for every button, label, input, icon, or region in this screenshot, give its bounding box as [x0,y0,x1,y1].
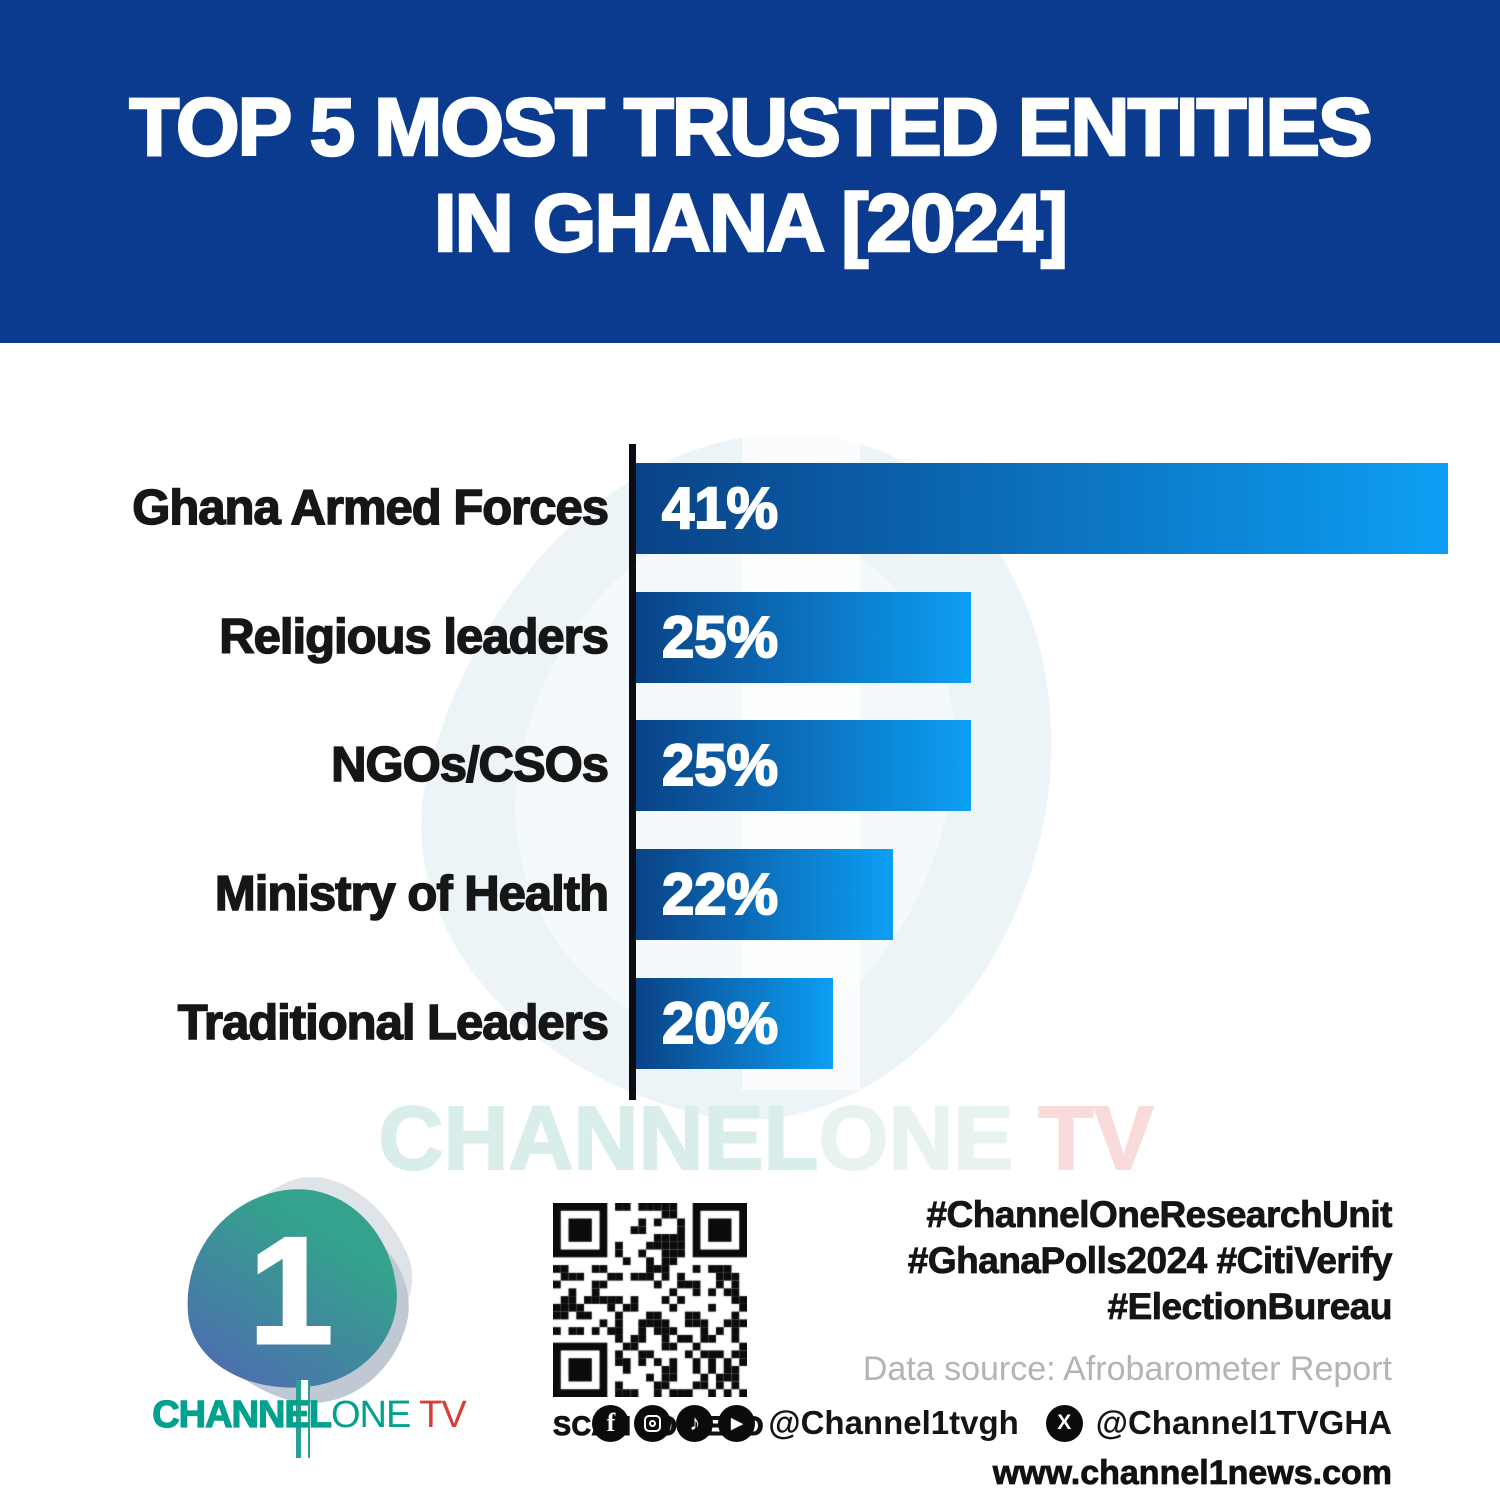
hashtag-line: #GhanaPolls2024 #CitiVerify [907,1240,1393,1282]
bar-row: 41% [636,463,1448,554]
wordmark-channel: CHANNEL [152,1393,333,1436]
page-title-line-2: IN GHANA [2024] [433,176,1070,270]
logo-numeral-tail [296,1380,310,1458]
bar: 20% [636,978,833,1069]
category-label: Ministry of Health [214,866,610,922]
watermark-channel: CHANNEL [377,1088,819,1190]
category-label: Religious leaders [218,609,609,665]
bar-value-label: 25% [661,604,779,671]
social-row: f ♪ ▶ @Channel1tvgh X @Channel1TVGHA [592,1404,1392,1442]
watermark-one: ONE [817,1088,1014,1190]
bar-row: 25% [636,720,971,811]
logo-numeral-1: 1 [247,1205,335,1378]
hashtag-line: #ChannelOneResearchUnit [926,1194,1393,1236]
hashtag-line: #ElectionBureau [1107,1286,1393,1328]
data-source-text: Data source: Afrobarometer Report [862,1350,1392,1388]
bar-value-label: 20% [661,990,779,1057]
chart-axis-line [629,444,636,1100]
category-label: Ghana Armed Forces [131,480,609,536]
bar-value-label: 41% [661,475,779,542]
channel-one-tv-logo: 1 CHANNELONE TV [150,1149,470,1458]
bar: 25% [636,720,971,811]
bar-value-label: 22% [661,861,779,928]
bar-row: 22% [636,849,893,940]
footer-right-column: #ChannelOneResearchUnit #GhanaPolls2024 … [592,1192,1393,1493]
bar: 22% [636,849,893,940]
channelone-tv-text-watermark: CHANNELONE TV [0,1088,1500,1191]
category-label: Traditional Leaders [177,995,610,1051]
website-url: www.channel1news.com [992,1454,1392,1493]
social-handle-2: @Channel1TVGHA [1095,1404,1392,1441]
wordmark-tv: TV [410,1394,467,1436]
qr-code [553,1203,747,1397]
youtube-icon: ▶ [718,1404,756,1442]
tiktok-icon: ♪ [676,1404,714,1442]
header-banner: TOP 5 MOST TRUSTED ENTITIES IN GHANA [20… [0,0,1500,343]
bar-row: 20% [636,978,833,1069]
x-icon: X [1045,1404,1083,1442]
bar-value-label: 25% [661,732,779,799]
instagram-icon [634,1404,672,1442]
page-title-line-1: TOP 5 MOST TRUSTED ENTITIES [128,80,1374,174]
logo-wordmark: CHANNELONE TV [144,1393,474,1437]
wordmark-one: ONE [330,1394,411,1436]
bar-row: 25% [636,592,971,683]
category-label: NGOs/CSOs [330,737,609,793]
facebook-icon: f [592,1404,630,1442]
bar: 41% [636,463,1448,554]
watermark-tv: TV [1013,1088,1154,1190]
bar: 25% [636,592,971,683]
social-handle-1: @Channel1tvgh [768,1404,1019,1441]
